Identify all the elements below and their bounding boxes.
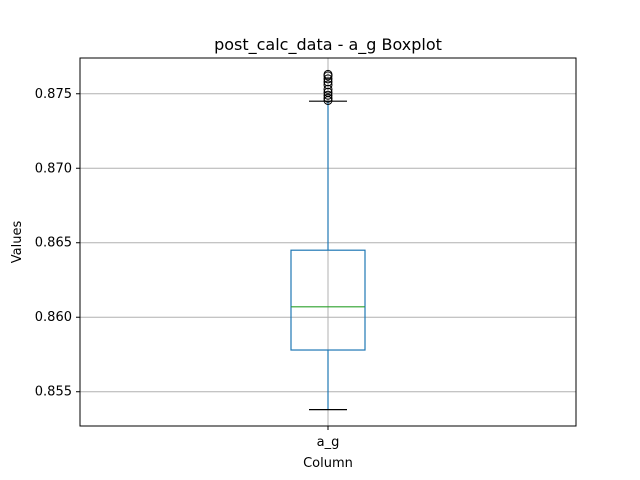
x-axis-label: Column: [303, 456, 353, 471]
y-tick-label: 0.865: [35, 236, 72, 251]
outlier-point: [323, 69, 333, 79]
boxplot-group: [290, 69, 366, 411]
y-tick-label: 0.875: [35, 87, 72, 102]
y-axis-ticks: 0.855 0.860 0.865 0.870 0.875: [35, 87, 80, 400]
y-tick-label: 0.860: [35, 310, 72, 325]
outlier-point: [323, 90, 333, 100]
outlier-point: [323, 87, 333, 97]
x-axis-ticks: a_g: [317, 426, 340, 450]
chart-title: post_calc_data - a_g Boxplot: [214, 35, 442, 55]
outlier-point: [323, 74, 333, 84]
outlier-point: [323, 93, 333, 103]
y-tick-label: 0.870: [35, 161, 72, 176]
outlier-point: [323, 77, 333, 87]
x-tick-label: a_g: [317, 435, 340, 450]
outlier-point: [323, 84, 333, 94]
y-tick-label: 0.855: [35, 385, 72, 400]
outlier-point: [323, 80, 333, 90]
y-axis-label: Values: [10, 221, 25, 264]
iqr-box: [290, 249, 366, 351]
